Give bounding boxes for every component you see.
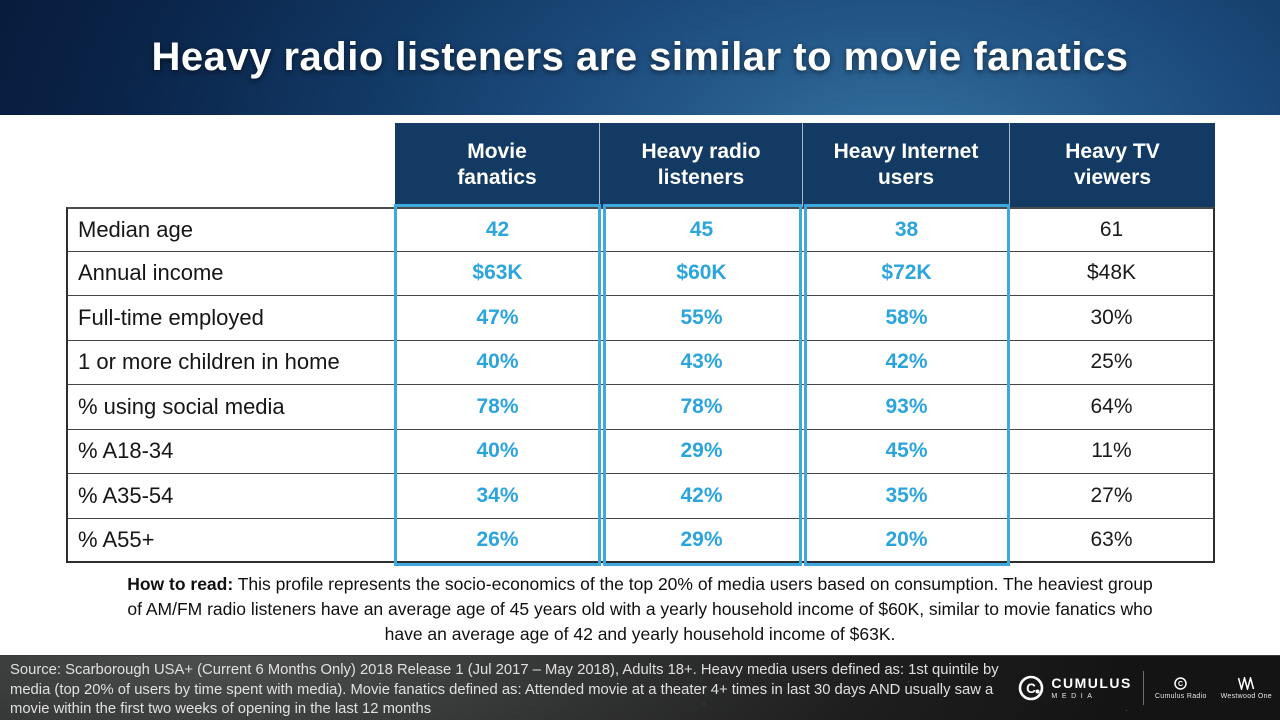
column-header-line: Heavy TV [1065, 140, 1160, 164]
column-header-heavy-radio-listeners: Heavy radio listeners [600, 123, 803, 207]
value-cell: 55% [600, 296, 803, 341]
row-label-a18-34: % A18-34 [66, 429, 395, 474]
value-cell: 43% [600, 340, 803, 385]
table-corner-spacer [66, 123, 395, 207]
cumulus-radio-icon: C [1174, 676, 1188, 690]
value-cell: 45 [600, 207, 803, 252]
value-cell: 34% [395, 474, 600, 519]
value-cell: 93% [803, 385, 1010, 430]
westwood-one-label: Westwood One [1220, 692, 1272, 700]
column-header-line: listeners [657, 166, 745, 189]
value-cell: 40% [395, 429, 600, 474]
value-cell: 63% [1010, 518, 1215, 563]
value-cell: 11% [1010, 429, 1215, 474]
cumulus-radio-label: Cumulus Radio [1154, 692, 1207, 700]
row-label-a55-plus: % A55+ [66, 518, 395, 563]
value-cell: 20% [803, 518, 1010, 563]
value-cell: 26% [395, 518, 600, 563]
cumulus-media-logo: C CUMULUS MEDIA [1018, 675, 1132, 701]
column-header-movie-fanatics: Movie fanatics [395, 123, 600, 207]
source-text: Source: Scarborough USA+ (Current 6 Mont… [10, 662, 999, 718]
value-cell: 27% [1010, 474, 1215, 519]
value-cell: $60K [600, 251, 803, 296]
column-header-heavy-internet-users: Heavy Internet users [803, 123, 1010, 207]
value-cell: 42 [395, 207, 600, 252]
column-header-line: users [877, 166, 935, 189]
how-to-read-text: This profile represents the socio-econom… [127, 574, 1153, 645]
value-cell: 35% [803, 474, 1010, 519]
cumulus-radio-logo: C Cumulus Radio [1154, 676, 1207, 700]
value-cell: 64% [1010, 385, 1215, 430]
column-header-heavy-tv-viewers: Heavy TV viewers [1010, 123, 1215, 207]
row-label-a35-54: % A35-54 [66, 474, 395, 519]
value-cell: 61 [1010, 207, 1215, 252]
row-label-social-media: % using social media [66, 385, 395, 430]
slide-title: Heavy radio listeners are similar to mov… [151, 35, 1129, 79]
cumulus-c-icon: C [1019, 675, 1044, 701]
value-cell: 78% [600, 385, 803, 430]
value-cell: 42% [803, 340, 1010, 385]
value-cell: 30% [1010, 296, 1215, 341]
column-header-line: Heavy radio [641, 140, 761, 164]
row-label-median-age: Median age [66, 207, 395, 252]
footer-bar: Source: Scarborough USA+ (Current 6 Mont… [0, 655, 1280, 720]
how-to-read-note: How to read: This profile represents the… [118, 572, 1163, 647]
value-cell: 78% [395, 385, 600, 430]
logo-divider [1142, 671, 1144, 705]
westwood-one-icon [1238, 676, 1255, 690]
column-header-line: Movie [467, 140, 527, 164]
value-cell: 58% [803, 296, 1010, 341]
secondary-logos: C Cumulus Radio Westwood One [1154, 676, 1272, 700]
cumulus-division: MEDIA [1051, 693, 1097, 700]
cumulus-name: CUMULUS [1051, 675, 1132, 691]
row-label-annual-income: Annual income [66, 251, 395, 296]
value-cell: 47% [395, 296, 600, 341]
footer-logos: C CUMULUS MEDIA C Cumulus Radio [1018, 656, 1272, 720]
row-label-full-time-employed: Full-time employed [66, 296, 395, 341]
how-to-read-label: How to read: [127, 574, 234, 594]
column-header-line: Heavy Internet [833, 140, 979, 164]
svg-text:C: C [1027, 681, 1037, 696]
value-cell: 25% [1010, 340, 1215, 385]
value-cell: 38 [803, 207, 1010, 252]
value-cell: 29% [600, 429, 803, 474]
value-cell: $72K [803, 251, 1010, 296]
value-cell: $63K [395, 251, 600, 296]
row-label-children-in-home: 1 or more children in home [66, 340, 395, 385]
westwood-one-logo: Westwood One [1220, 676, 1272, 700]
column-header-line: viewers [1073, 166, 1152, 189]
svg-text:C: C [1178, 681, 1183, 688]
title-banner: Heavy radio listeners are similar to mov… [0, 0, 1280, 115]
value-cell: 45% [803, 429, 1010, 474]
value-cell: 29% [600, 518, 803, 563]
value-cell: 42% [600, 474, 803, 519]
comparison-table: Movie fanatics Heavy radio listeners Hea… [66, 123, 1215, 566]
cumulus-wordmark: CUMULUS MEDIA [1051, 676, 1132, 700]
value-cell: 40% [395, 340, 600, 385]
column-header-line: fanatics [457, 166, 537, 189]
value-cell: $48K [1010, 251, 1215, 296]
